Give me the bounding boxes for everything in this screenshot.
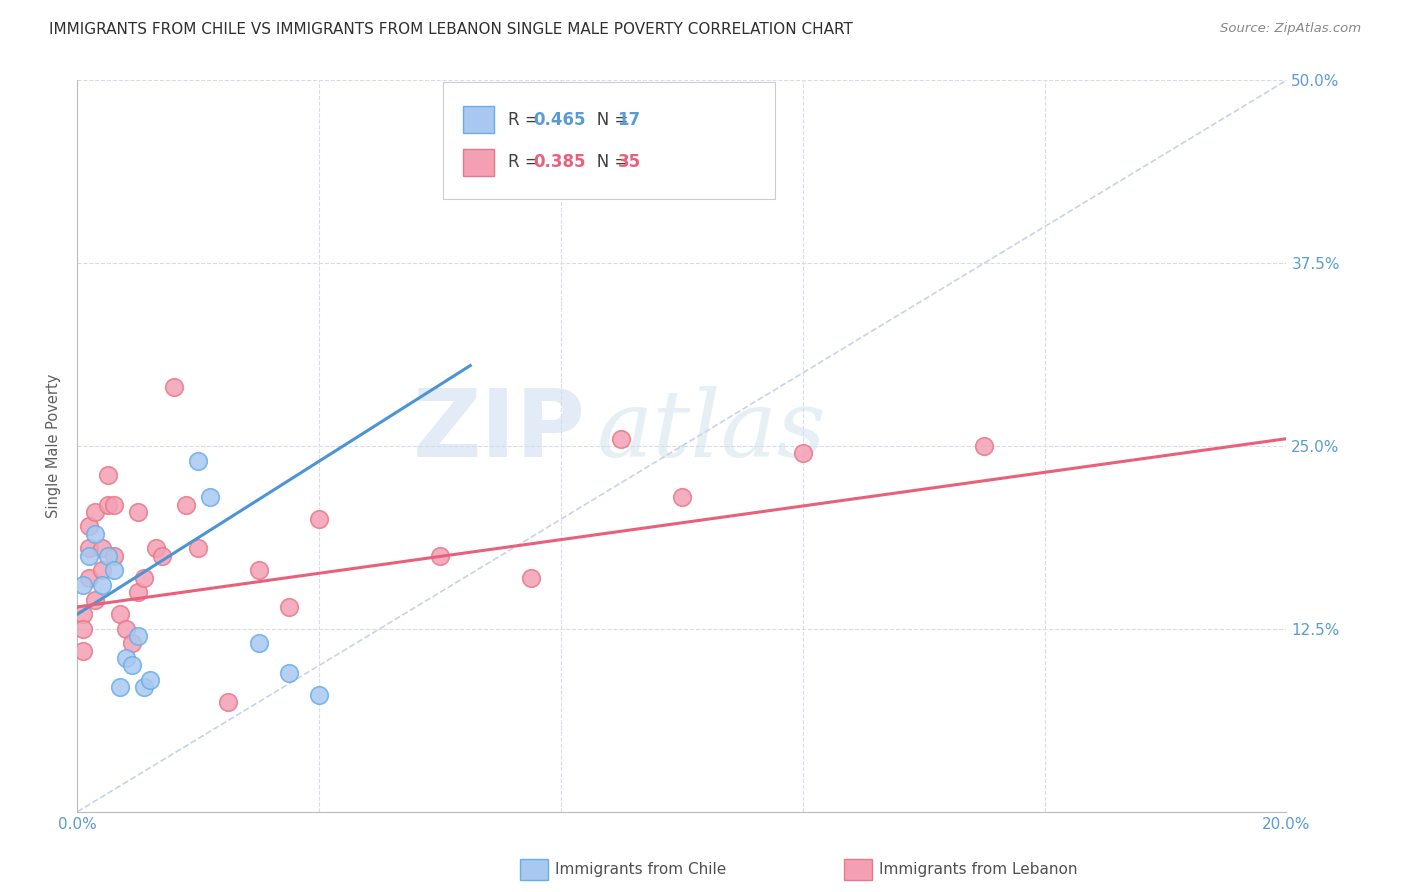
Point [121,658,143,673]
Point [200,490,222,504]
Y-axis label: Single Male Poverty: Single Male Poverty [46,374,62,518]
Point [308,688,330,702]
Point [127,505,149,519]
Point [72,607,94,622]
Text: R =: R = [508,111,544,128]
Text: N =: N = [581,153,634,171]
Text: 0.385: 0.385 [533,153,586,171]
Point [187,541,209,556]
Text: IMMIGRANTS FROM CHILE VS IMMIGRANTS FROM LEBANON SINGLE MALE POVERTY CORRELATION: IMMIGRANTS FROM CHILE VS IMMIGRANTS FROM… [49,22,853,37]
Point [103,563,125,577]
Point [96,549,118,563]
Point [520,571,543,585]
Point [610,432,633,446]
Point [218,695,240,709]
Point [429,549,451,563]
Point [96,498,118,512]
Point [145,541,167,556]
Point [174,498,197,512]
Point [163,380,186,394]
Point [103,549,125,563]
Point [84,592,107,607]
Point [121,636,143,650]
Text: atlas: atlas [598,386,827,476]
Text: 35: 35 [617,153,641,171]
Point [90,578,112,592]
Point [792,446,814,460]
Point [108,681,131,695]
Text: 0.465: 0.465 [533,111,586,128]
Point [150,549,173,563]
Point [132,681,155,695]
Point [308,512,330,526]
Point [90,563,112,577]
Point [84,526,107,541]
Point [127,629,149,643]
Text: Immigrants from Lebanon: Immigrants from Lebanon [879,863,1077,877]
Point [108,607,131,622]
Point [72,578,94,592]
Point [79,541,101,556]
Point [90,541,112,556]
Point [671,490,693,504]
Point [247,563,270,577]
Point [84,505,107,519]
Point [96,468,118,483]
Point [79,571,101,585]
Point [139,673,162,687]
Point [278,599,301,614]
Text: 17: 17 [617,111,641,128]
Point [72,644,94,658]
Point [278,665,301,680]
Point [114,622,136,636]
Point [187,453,209,467]
Text: R =: R = [508,153,544,171]
Point [114,651,136,665]
Text: Immigrants from Chile: Immigrants from Chile [555,863,727,877]
Point [103,498,125,512]
Point [79,549,101,563]
Text: Source: ZipAtlas.com: Source: ZipAtlas.com [1220,22,1361,36]
Point [127,585,149,599]
Text: ZIP: ZIP [412,385,585,477]
Text: N =: N = [581,111,634,128]
Point [132,571,155,585]
Point [79,519,101,533]
Point [973,439,995,453]
Point [247,636,270,650]
Point [72,622,94,636]
